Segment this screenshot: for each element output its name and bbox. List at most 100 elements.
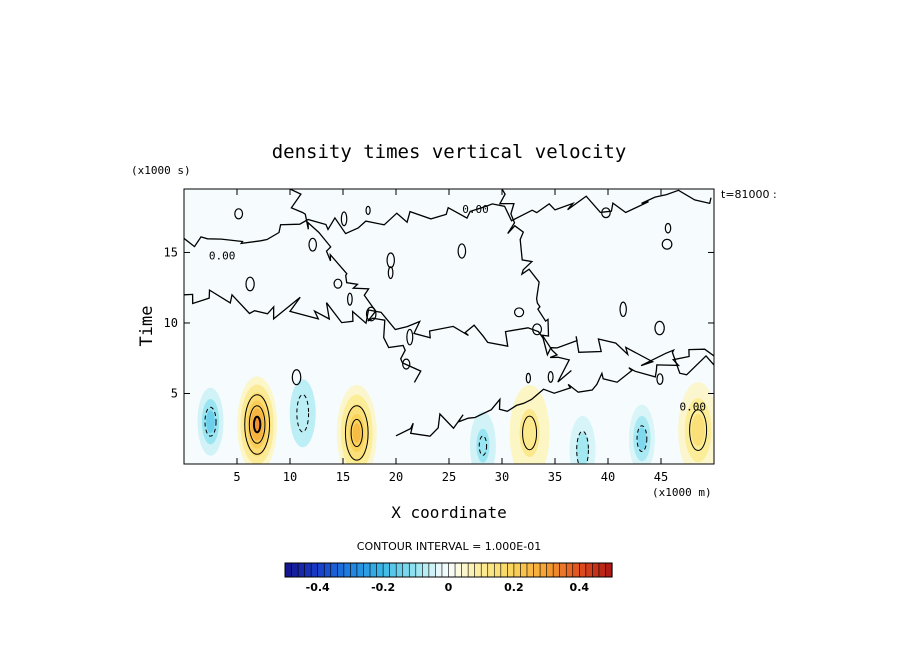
- colorbar-cell: [592, 562, 600, 578]
- zero-contour-island: [386, 252, 395, 269]
- colorbar-cell: [598, 562, 607, 578]
- colorbar-cell: [493, 562, 502, 578]
- contour-labels: 0.00 0.00 0.00: [209, 203, 706, 413]
- zero-contour-island: [333, 278, 343, 289]
- colorbar-cell: [343, 562, 351, 578]
- colorbar-cell: [408, 562, 417, 578]
- colorbar-cell: [454, 562, 463, 578]
- colorbar-cell: [323, 562, 332, 578]
- colorbar-cell: [330, 562, 338, 578]
- colorbar-cell: [376, 562, 384, 578]
- colorbar-cell: [565, 562, 574, 578]
- colorbar-cell: [284, 562, 293, 578]
- x-unit-label: (x1000 m): [652, 486, 712, 499]
- zero-contour-island: [365, 306, 377, 322]
- colorbar-cell: [559, 562, 567, 578]
- feature-band: [637, 427, 647, 450]
- colorbar-cell: [507, 562, 515, 578]
- contour-line: [689, 409, 708, 452]
- zero-contour-island: [656, 373, 664, 385]
- contour-label: 0.00: [462, 203, 489, 216]
- zero-contour-island: [308, 237, 318, 252]
- time-stamp: t=81000 :: [721, 188, 777, 201]
- colorbar-cell: [441, 562, 450, 578]
- colorbar-cell: [297, 562, 306, 578]
- contour-line: [296, 394, 310, 433]
- contour-line: [636, 425, 648, 452]
- feature-negative-8: [628, 404, 655, 464]
- contour-line: [344, 405, 369, 461]
- feature-band: [476, 428, 490, 463]
- colorbar-cell: [369, 562, 378, 578]
- zero-contour-island: [664, 222, 672, 234]
- zero-contour-island: [402, 358, 411, 370]
- zero-contour: [184, 288, 714, 376]
- colorbar-cell: [487, 562, 495, 578]
- colorbar-cell: [317, 562, 325, 578]
- colorbar-tick-label: 0: [445, 581, 453, 594]
- colorbar-cell: [382, 562, 391, 578]
- colorbar-cell: [578, 562, 587, 578]
- colorbar-cell: [552, 562, 561, 578]
- contour-line: [252, 415, 262, 434]
- zero-contour-island: [365, 205, 371, 216]
- zero-contour-island: [457, 243, 467, 259]
- y-unit-label: (x1000 s): [131, 164, 191, 177]
- feature-positive-1: [336, 384, 377, 464]
- contour-interval-text: CONTOUR INTERVAL = 1.000E-01: [357, 540, 541, 553]
- colorbar-cell: [546, 562, 554, 578]
- colorbar-cell: [461, 562, 469, 578]
- colorbar-cell: [572, 562, 580, 578]
- contour-line: [522, 415, 538, 451]
- x-tick-label: 25: [442, 470, 456, 484]
- shaded-field: [184, 189, 714, 464]
- colorbar-cell: [435, 562, 443, 578]
- zero-contour: [395, 348, 714, 437]
- x-tick-label: 40: [601, 470, 615, 484]
- colorbar-cell: [428, 562, 437, 578]
- colorbar-cell: [422, 562, 430, 578]
- feature-negative-4: [197, 387, 224, 456]
- feature-band: [576, 432, 590, 464]
- zero-contour: [184, 189, 712, 248]
- colorbar-cell: [585, 562, 593, 578]
- feature-positive-2: [509, 384, 550, 464]
- y-tick-label: 15: [164, 245, 178, 259]
- colorbar-tick-label: -0.4: [306, 581, 330, 594]
- colorbar-cell: [415, 562, 423, 578]
- colorbar-cell: [480, 562, 489, 578]
- x-tick-label: 20: [389, 470, 403, 484]
- colorbar-cell: [513, 562, 522, 578]
- colorbar-cell: [395, 562, 404, 578]
- x-axis-label: X coordinate: [391, 503, 507, 522]
- x-tick-label: 10: [283, 470, 297, 484]
- feature-positive-0: [237, 376, 278, 464]
- zero-contour-island: [406, 328, 414, 346]
- feature-negative-6: [469, 411, 496, 464]
- colorbar-cell: [350, 562, 358, 578]
- x-tick-label: 5: [233, 470, 240, 484]
- zero-contour-island: [525, 372, 532, 384]
- x-tick-label: 30: [495, 470, 509, 484]
- colorbar-cell: [520, 562, 528, 578]
- zero-contour-island: [532, 323, 543, 336]
- x-tick-label: 15: [336, 470, 350, 484]
- zero-contour: [498, 189, 572, 383]
- contour-line: [576, 430, 589, 464]
- zero-contour-island: [387, 266, 394, 280]
- colorbar-cell: [605, 562, 613, 578]
- feature-band: [253, 416, 261, 433]
- feature-band: [691, 414, 705, 447]
- colorbar-cell: [356, 562, 365, 578]
- colorbar-tick-label: 0.2: [504, 581, 524, 594]
- colorbar-frame: [284, 562, 613, 578]
- zero-contour-island: [619, 301, 627, 318]
- colorbar-cell: [539, 562, 548, 578]
- contour-label: 0.00: [680, 400, 707, 413]
- zero-contour-island: [547, 371, 554, 383]
- y-axis-label: Time: [137, 306, 157, 347]
- zero-contour-island: [347, 292, 353, 306]
- contour-line: [204, 406, 217, 437]
- x-tick-label: 45: [654, 470, 668, 484]
